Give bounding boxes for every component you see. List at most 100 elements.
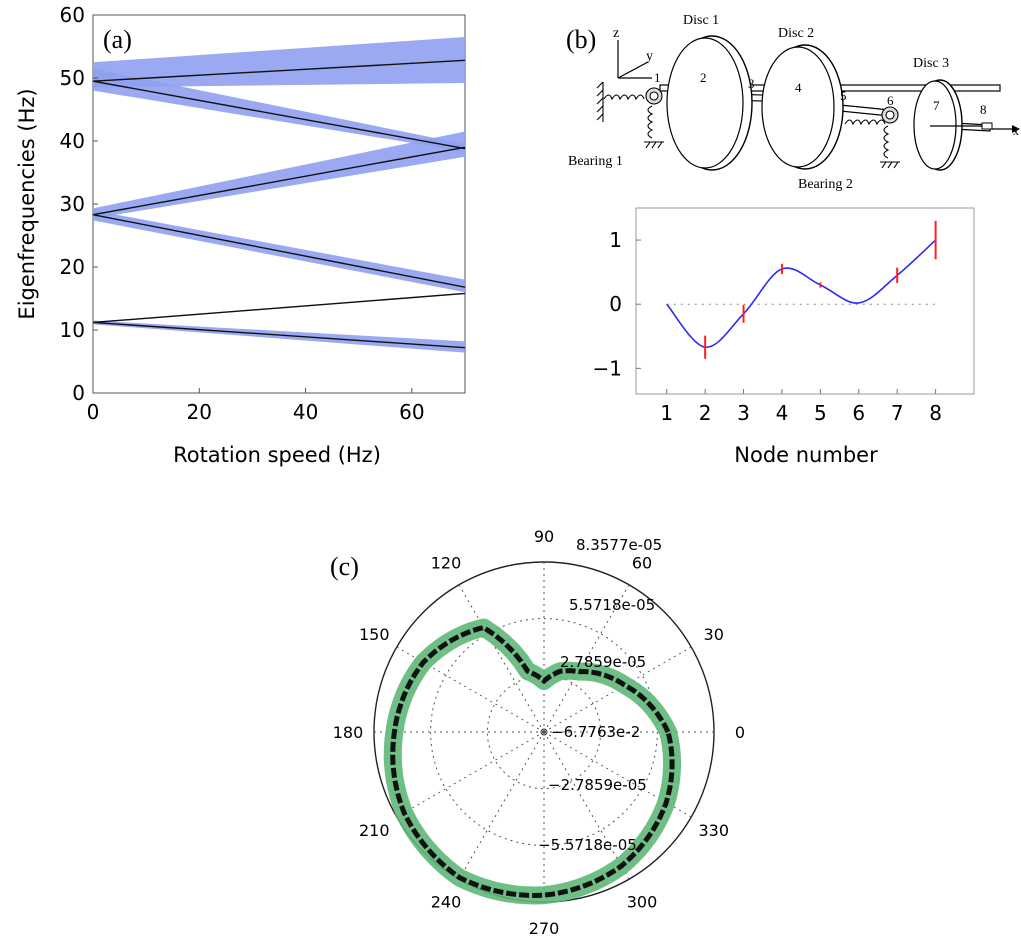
angle-label: 0 (735, 723, 745, 742)
y-tick-label: 60 (60, 3, 85, 27)
y-tick-label: 30 (60, 192, 85, 216)
node-label: 3 (748, 76, 755, 91)
x-tick-label: 4 (776, 401, 789, 425)
panel-b-label: (b) (566, 25, 596, 54)
panel-b-mode-shape-plot: −1 0 1 1 2 3 4 5 6 7 8 Node number (593, 207, 975, 467)
axis-z-label: z (613, 26, 619, 41)
shaft-end (981, 122, 993, 130)
mode-shape-line (666, 239, 937, 348)
bearing-1 (596, 81, 664, 149)
angle-label: 300 (627, 893, 658, 912)
radial-label: 2.7859e-05 (560, 653, 646, 671)
radial-label: 5.5718e-05 (569, 596, 655, 614)
angle-label: 120 (431, 553, 462, 572)
x-tick-label: 40 (293, 400, 318, 424)
polar-spoke (543, 731, 630, 880)
y-tick-label: 10 (60, 318, 85, 342)
x-tick-label: 7 (891, 401, 904, 425)
x-tick-label: 0 (87, 400, 100, 424)
bearing-2-label: Bearing 2 (798, 177, 853, 192)
disc-1-label: Disc 1 (683, 13, 719, 28)
axis-y-label: y (646, 49, 653, 64)
panel-a-label: (a) (103, 25, 132, 54)
panel-b-mode-curve (666, 239, 937, 348)
bearing-2 (844, 106, 900, 169)
polar-spoke (458, 584, 545, 733)
panel-a-mean-lines (92, 59, 466, 349)
panel-a-uncertainty-bands (93, 37, 465, 353)
radial-label: 8.3577e-05 (576, 536, 662, 554)
panel-c-angle-labels: 0 30 60 90 120 150 180 210 240 270 300 330 (333, 527, 745, 938)
disc-2-label: Disc 2 (778, 26, 814, 41)
panel-a-eigenfrequency-plot: 0 10 20 30 40 50 60 0 20 40 60 (a) Rotation speed… (15, 3, 466, 467)
polar-spoke (543, 584, 630, 733)
panel-a-y-axis-label: Eigenfrequencies (Hz) (15, 88, 39, 319)
orbit-trace (390, 624, 675, 899)
y-tick-label: 50 (60, 66, 85, 90)
panel-c-label: (c) (330, 552, 359, 581)
panel-c-orbit-curve (383, 618, 682, 905)
x-tick-label: 60 (399, 400, 424, 424)
panel-b-y-ticks: −1 0 1 (593, 228, 641, 380)
eigen-band-5 (93, 37, 465, 88)
panel-b-error-bars (704, 220, 937, 359)
radial-label: −5.5718e-05 (538, 836, 637, 854)
node-label: 5 (840, 88, 847, 103)
y-tick-label: 40 (60, 129, 85, 153)
x-tick-label: 3 (737, 401, 750, 425)
y-tick-label: 0 (609, 292, 622, 316)
disc-2 (761, 44, 844, 170)
polar-spoke (458, 731, 545, 880)
angle-label: 330 (698, 821, 729, 840)
node-label: 8 (980, 102, 987, 117)
y-tick-label: 1 (609, 228, 622, 252)
eigen-band-4 (93, 68, 465, 152)
x-tick-label: 8 (929, 401, 942, 425)
disc-3-label: Disc 3 (913, 56, 949, 71)
eigen-line-4 (92, 80, 466, 150)
y-tick-label: −1 (593, 356, 622, 380)
panel-a-x-ticks: 0 20 40 60 (87, 388, 425, 424)
eigen-line-0 (92, 321, 466, 349)
x-tick-label: 20 (187, 400, 212, 424)
polar-spoke (396, 646, 545, 733)
node-label: 2 (700, 70, 707, 85)
angle-label: 90 (534, 527, 554, 546)
angle-label: 270 (529, 919, 560, 938)
polar-spoke (396, 731, 545, 818)
angle-label: 60 (632, 553, 652, 572)
x-tick-label: 6 (852, 401, 865, 425)
panel-b-rotor-diagram: (b) z y x (566, 13, 1020, 192)
eigen-line-3 (92, 146, 466, 216)
angle-label: 210 (359, 821, 390, 840)
panel-b-x-axis-label: Node number (734, 443, 878, 467)
panel-c-radial-labels: 8.3577e-05 5.5718e-05 2.7859e-05 −6.7763… (538, 536, 662, 854)
radial-label: −6.7763e-2 (551, 723, 640, 741)
node-label: 4 (795, 80, 802, 95)
disc-1 (666, 35, 753, 171)
panel-b-axes-box (635, 207, 975, 395)
eigen-band-3 (93, 131, 465, 219)
node-label: 1 (654, 70, 661, 85)
polar-origin (540, 728, 548, 736)
eigen-line-1 (92, 292, 466, 324)
y-tick-label: 0 (72, 381, 85, 405)
disc-3 (913, 79, 963, 171)
node-labels: 1 2 3 4 5 6 7 8 (654, 70, 987, 117)
panel-a-y-ticks: 0 10 20 30 40 50 60 (60, 3, 98, 405)
x-tick-label: 5 (814, 401, 827, 425)
panel-c-polar-grid (373, 561, 715, 903)
x-tick-label: 1 (660, 401, 673, 425)
radial-label: −2.7859e-05 (548, 776, 647, 794)
bearing-1-label: Bearing 1 (568, 154, 623, 169)
angle-label: 240 (431, 893, 462, 912)
polar-grid-ring (430, 618, 658, 846)
angle-label: 150 (359, 625, 390, 644)
y-tick-label: 20 (60, 255, 85, 279)
x-axis-arrow-icon (1012, 125, 1020, 133)
panel-b-x-ticks: 1 2 3 4 5 6 7 8 (660, 389, 942, 425)
eigen-line-2 (92, 214, 466, 288)
polar-spoke (543, 731, 692, 818)
node-label: 6 (887, 93, 894, 108)
